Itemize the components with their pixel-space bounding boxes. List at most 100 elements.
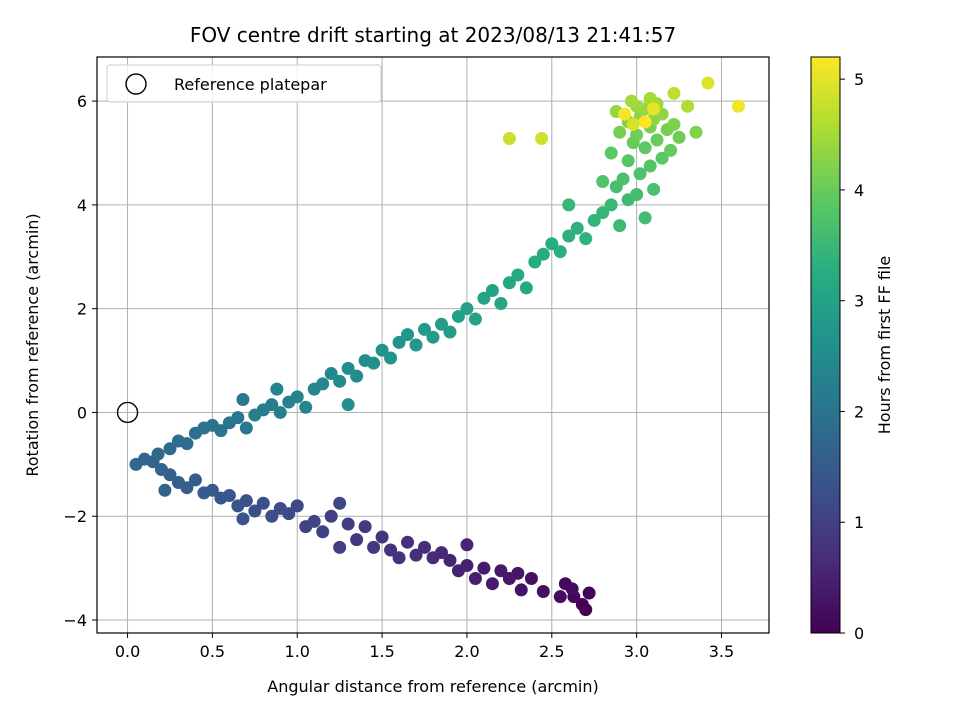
data-point [409,338,423,352]
grid-lines [97,57,769,633]
data-point [333,540,347,554]
data-point [638,115,652,129]
data-point [197,486,211,500]
data-point [643,92,657,106]
data-point [460,538,474,552]
data-point [667,86,681,100]
data-point [562,229,576,243]
data-point [633,167,647,181]
x-axis-ticks: 0.0 0.5 1.0 1.5 2.0 2.5 3.0 3.5 [115,633,734,661]
data-point [324,367,338,381]
x-tick-label: 3.0 [624,642,649,661]
data-point [650,133,664,147]
colorbar-tick-label: 5 [854,70,864,89]
data-point [426,551,440,565]
data-point [460,302,474,316]
colorbar-tick-label: 3 [854,292,864,311]
data-point [451,564,465,578]
data-point [231,411,245,425]
data-point [350,533,364,547]
x-tick-label: 0.5 [200,642,225,661]
data-point [485,284,499,298]
colorbar-gradient [810,56,841,634]
data-point [502,131,516,145]
legend-box [106,64,382,103]
data-point [270,382,284,396]
y-tick-label: 6 [77,92,87,111]
chart-title: FOV centre drift starting at 2023/08/13 … [190,23,676,47]
data-point [664,143,678,157]
data-point [535,131,549,145]
data-point [477,561,491,575]
y-tick-label: 0 [77,403,87,422]
data-point [596,206,610,220]
data-point [494,564,508,578]
data-point [562,198,576,212]
data-point [630,128,644,142]
data-point [375,530,389,544]
data-point [401,535,415,549]
data-point [514,583,528,597]
data-point [655,151,669,165]
data-point [214,424,228,438]
data-point [582,586,596,600]
data-point [236,392,250,406]
data-point [524,572,538,586]
data-point [367,540,381,554]
data-point [689,125,703,139]
data-point [443,553,457,567]
data-point [681,99,695,113]
data-point [536,584,550,598]
data-point [604,146,618,160]
data-point [256,496,270,510]
data-point [434,317,448,331]
data-point [443,325,457,339]
data-point [409,548,423,562]
data-point [333,374,347,388]
y-tick-label: −4 [63,611,87,630]
colorbar-ticks: 0 1 2 3 4 5 [840,70,864,643]
colorbar-label: Hours from first FF file [875,256,894,435]
data-point [613,219,627,233]
data-point [643,159,657,173]
data-points [129,76,745,617]
colorbar-tick-label: 0 [854,624,864,643]
plot-area-frame [96,56,770,634]
data-point [468,572,482,586]
data-point [367,356,381,370]
data-point [553,245,567,259]
x-tick-label: 2.5 [539,642,564,661]
colorbar-tick-label: 4 [854,181,864,200]
data-point [358,520,372,534]
data-point [154,463,168,477]
data-point [565,582,579,596]
x-tick-label: 1.5 [369,642,394,661]
data-point [701,76,715,90]
data-point [375,343,389,357]
data-point [392,551,406,565]
data-point [604,198,618,212]
data-point [575,597,589,611]
data-point [638,211,652,225]
y-tick-label: −2 [63,507,87,526]
data-point [528,255,542,269]
data-point [519,281,533,295]
data-point [350,369,364,383]
data-point [341,361,355,375]
data-point [468,312,482,326]
data-point [618,107,632,121]
y-tick-label: 4 [77,196,87,215]
data-point [630,188,644,202]
data-point [299,400,313,414]
data-point [626,117,640,131]
data-point [341,517,355,531]
reference-platepar-marker [116,401,139,424]
data-point [621,154,635,168]
data-point [426,330,440,344]
data-point [384,351,398,365]
data-point [299,520,313,534]
data-point [392,335,406,349]
data-point [485,577,499,591]
data-point [672,130,686,144]
